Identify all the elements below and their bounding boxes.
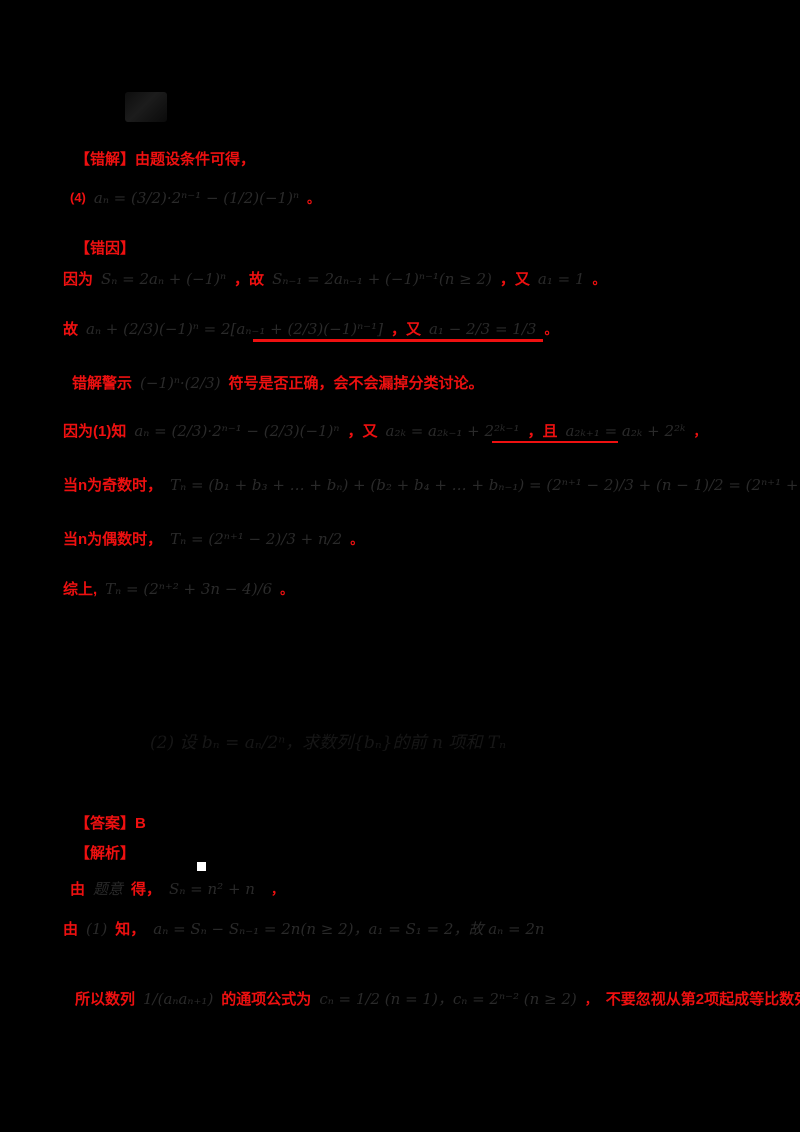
derivation-line-2: 故 aₙ + (2/3)(−1)ⁿ = 2[aₙ₋₁ + (2/3)(−1)ⁿ⁻… [63, 318, 557, 339]
red-period: 。 [280, 582, 294, 597]
analysis-heading: 【解析】 [75, 842, 135, 863]
formula: (1) [86, 919, 108, 938]
red-connective: 综上, [63, 581, 98, 598]
formula: Tₙ = (b₁ + b₃ + … + bₙ) + (b₂ + b₄ + … +… [170, 475, 800, 494]
final-remark-line: 所以数列 1/(aₙaₙ₊₁) 的通项公式为 cₙ = 1/2 (n = 1)，… [75, 988, 800, 1009]
red-text: 的通项公式为 [221, 991, 312, 1008]
formula: aₙ = (3/2)·2ⁿ⁻¹ − (1/2)(−1)ⁿ [93, 188, 300, 207]
red-comma: ， [584, 992, 598, 1007]
formula: a₁ − 2/3 = 1/3 [428, 319, 537, 338]
red-connective: ，故 [234, 271, 265, 288]
formula: (−1)ⁿ·(2/3) [140, 373, 221, 392]
heading-text: 【错因】 [75, 240, 136, 257]
red-underline [492, 441, 618, 443]
warning-text: 符号是否正确，会不会漏掉分类讨论。 [228, 375, 484, 392]
miswork-heading: 【错解】由题设条件可得， [75, 148, 255, 169]
red-connective: ，又 [347, 423, 378, 440]
error-warning-line: 错解警示 (−1)ⁿ·(2/3) 符号是否正确，会不会漏掉分类讨论。 [72, 372, 484, 393]
formula: 1/(aₙaₙ₊₁) [143, 989, 214, 1008]
red-period: 。 [592, 272, 606, 287]
formula: aₙ = Sₙ − Sₙ₋₁ = 2n(n ≥ 2)，a₁ = S₁ = 2，故… [153, 920, 545, 938]
formula: aₙ + (2/3)(−1)ⁿ = 2[aₙ₋₁ + (2/3)(−1)ⁿ⁻¹] [86, 319, 383, 338]
derivation-line-3: 因为(1)知 aₙ = (2/3)·2ⁿ⁻¹ − (2/3)(−1)ⁿ ，又 a… [63, 420, 707, 441]
red-comma: ， [693, 424, 707, 439]
red-connective: ，又 [390, 321, 421, 338]
formula: a₂ₖ = a₂ₖ₋₁ + 2²ᵏ⁻¹ [385, 421, 520, 440]
error-cause-heading: 【错因】 [75, 237, 135, 258]
white-square-artifact [197, 862, 206, 871]
derivation-line-5: 由 (1) 知， aₙ = Sₙ − Sₙ₋₁ = 2n(n ≥ 2)，a₁ =… [63, 918, 545, 939]
formula: Sₙ = n² + n [169, 879, 255, 898]
heading-text: 【错解】由题设条件可得， [75, 151, 256, 168]
heading-text: 【答案】B [75, 815, 146, 832]
warning-label: 错解警示 [72, 375, 133, 392]
formula: a₁ = 1 [537, 269, 585, 288]
dark-artifact-glyph [125, 92, 167, 122]
faint-problem-statement: (2) 设 bₙ = aₙ/2ⁿ，求数列{bₙ}的前 n 项和 Tₙ [150, 728, 506, 753]
formula: cₙ = 1/2 (n = 1)，cₙ = 2ⁿ⁻² (n ≥ 2) [319, 990, 577, 1008]
red-connective: ，且 [527, 423, 558, 440]
red-text: 所以数列 [75, 991, 136, 1008]
formula: Tₙ = (2ⁿ⁺² + 3n − 4)/6 [105, 579, 273, 598]
heading-text: 【解析】 [75, 845, 136, 862]
red-period: 。 [307, 191, 321, 206]
miswork-formula-line: (4) aₙ = (3/2)·2ⁿ⁻¹ − (1/2)(−1)ⁿ 。 [70, 188, 320, 207]
formula: Sₙ₋₁ = 2aₙ₋₁ + (−1)ⁿ⁻¹(n ≥ 2) [272, 269, 492, 288]
formula: Sₙ = 2aₙ + (−1)ⁿ [101, 269, 227, 288]
case-label: 当n为奇数时， [63, 477, 163, 494]
conclusion-line: 综上, Tₙ = (2ⁿ⁺² + 3n − 4)/6 。 [63, 578, 293, 599]
red-connective: 知， [115, 921, 146, 938]
derivation-line-1: 因为 Sₙ = 2aₙ + (−1)ⁿ ，故 Sₙ₋₁ = 2aₙ₋₁ + (−… [63, 268, 606, 289]
formula: Tₙ = (2ⁿ⁺¹ − 2)/3 + n/2 [170, 529, 343, 548]
problem-text: (2) 设 bₙ = aₙ/2ⁿ，求数列{bₙ}的前 n 项和 Tₙ [150, 733, 506, 753]
red-underline [253, 339, 543, 342]
red-connective: 因为(1)知 [63, 423, 127, 440]
formula: 题意 [93, 880, 124, 898]
even-case-line: 当n为偶数时， Tₙ = (2ⁿ⁺¹ − 2)/3 + n/2 。 [63, 528, 363, 549]
answer-heading: 【答案】B [75, 812, 146, 833]
red-connective: 因为 [63, 271, 94, 288]
formula: aₙ = (2/3)·2ⁿ⁻¹ − (2/3)(−1)ⁿ [134, 421, 340, 440]
red-connective: 由 [63, 921, 79, 938]
red-connective: 由 [70, 881, 86, 898]
red-period: 。 [350, 532, 364, 547]
warning-text: 不要忽视从第2项起成等比数列。 [605, 991, 800, 1008]
derivation-line-4: 由 题意 得， Sₙ = n² + n ， [70, 878, 284, 899]
red-comma: ， [270, 882, 284, 897]
odd-case-line: 当n为奇数时， Tₙ = (b₁ + b₃ + … + bₙ) + (b₂ + … [63, 474, 800, 495]
formula: a₂ₖ₊₁ = a₂ₖ + 2²ᵏ [565, 421, 686, 440]
red-connective: ，又 [499, 271, 530, 288]
red-connective: 得， [131, 881, 162, 898]
red-connective: 故 [63, 321, 79, 338]
case-label: 当n为偶数时， [63, 531, 163, 548]
red-period: 。 [544, 322, 558, 337]
item-label: (4) [70, 190, 86, 205]
